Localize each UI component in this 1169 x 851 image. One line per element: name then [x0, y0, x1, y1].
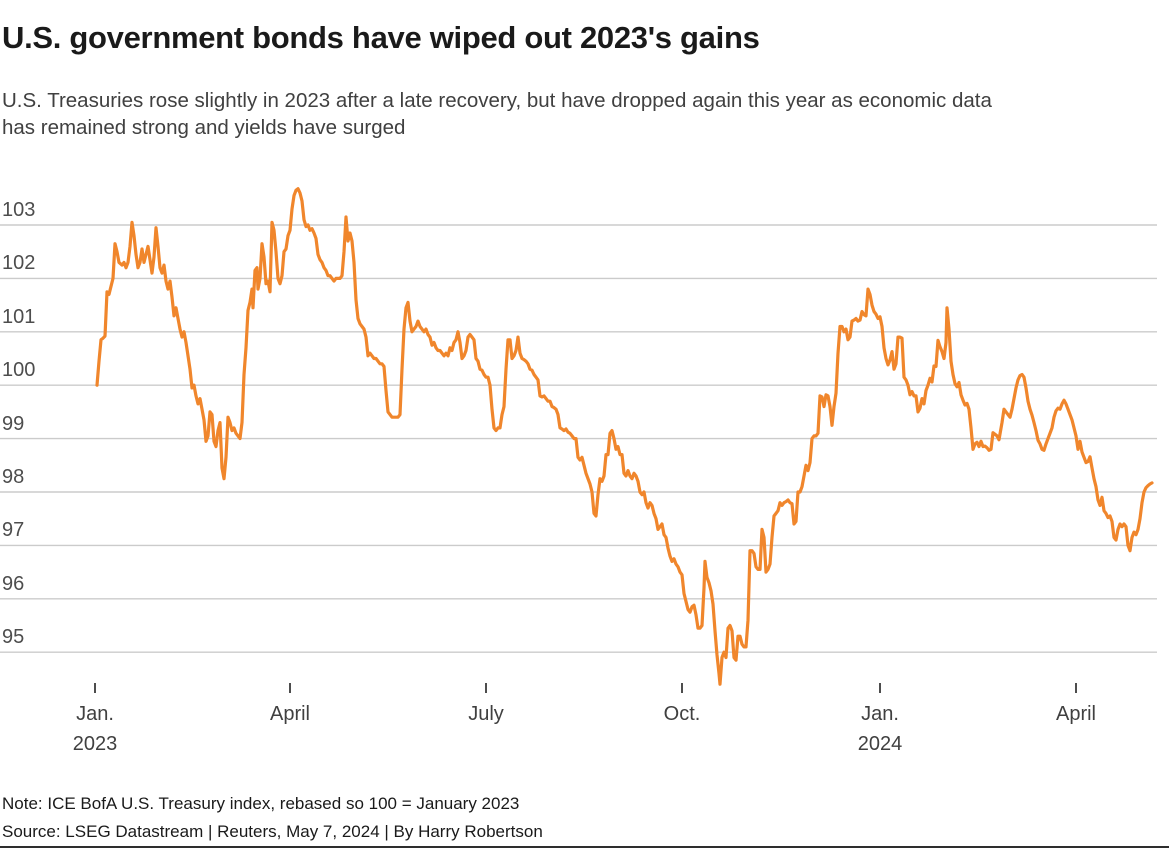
y-axis-label: 100	[2, 359, 36, 382]
x-axis-label: April	[269, 703, 310, 725]
y-axis-label: 102	[2, 252, 36, 275]
chart-source: Source: LSEG Datastream | Reuters, May 7…	[2, 822, 543, 841]
x-axis-label: Oct.	[663, 703, 701, 725]
x-axis-year-label: 2024	[857, 733, 903, 755]
x-axis-year-label: 2023	[72, 733, 118, 755]
x-axis-label: April	[1055, 703, 1096, 725]
subtitle-line-1: U.S. Treasuries rose slightly in 2023 af…	[2, 89, 992, 112]
x-axis-label: Jan. 2023	[40, 703, 150, 756]
x-tick-group	[94, 683, 1077, 693]
x-axis-label: Jan. 2024	[825, 703, 935, 756]
subtitle-line-2: has remained strong and yields have surg…	[2, 116, 406, 139]
y-axis-label: 95	[2, 626, 25, 649]
page-subtitle: U.S. Treasuries rose slightly in 2023 af…	[2, 87, 992, 141]
y-axis-label: 103	[2, 199, 36, 221]
gridline-group	[0, 224, 1157, 653]
y-axis-label: 96	[2, 572, 25, 595]
chart-note: Note: ICE BofA U.S. Treasury index, reba…	[2, 794, 520, 813]
treasury-index-line	[95, 187, 1154, 686]
y-axis-label: 101	[2, 305, 36, 328]
y-axis-label: 99	[2, 412, 25, 435]
x-axis-label: July	[468, 703, 504, 725]
y-axis-label: 97	[2, 519, 25, 542]
bottom-rule	[0, 846, 1169, 848]
page-title: U.S. government bonds have wiped out 202…	[2, 20, 760, 55]
y-axis-label: 98	[2, 466, 25, 488]
